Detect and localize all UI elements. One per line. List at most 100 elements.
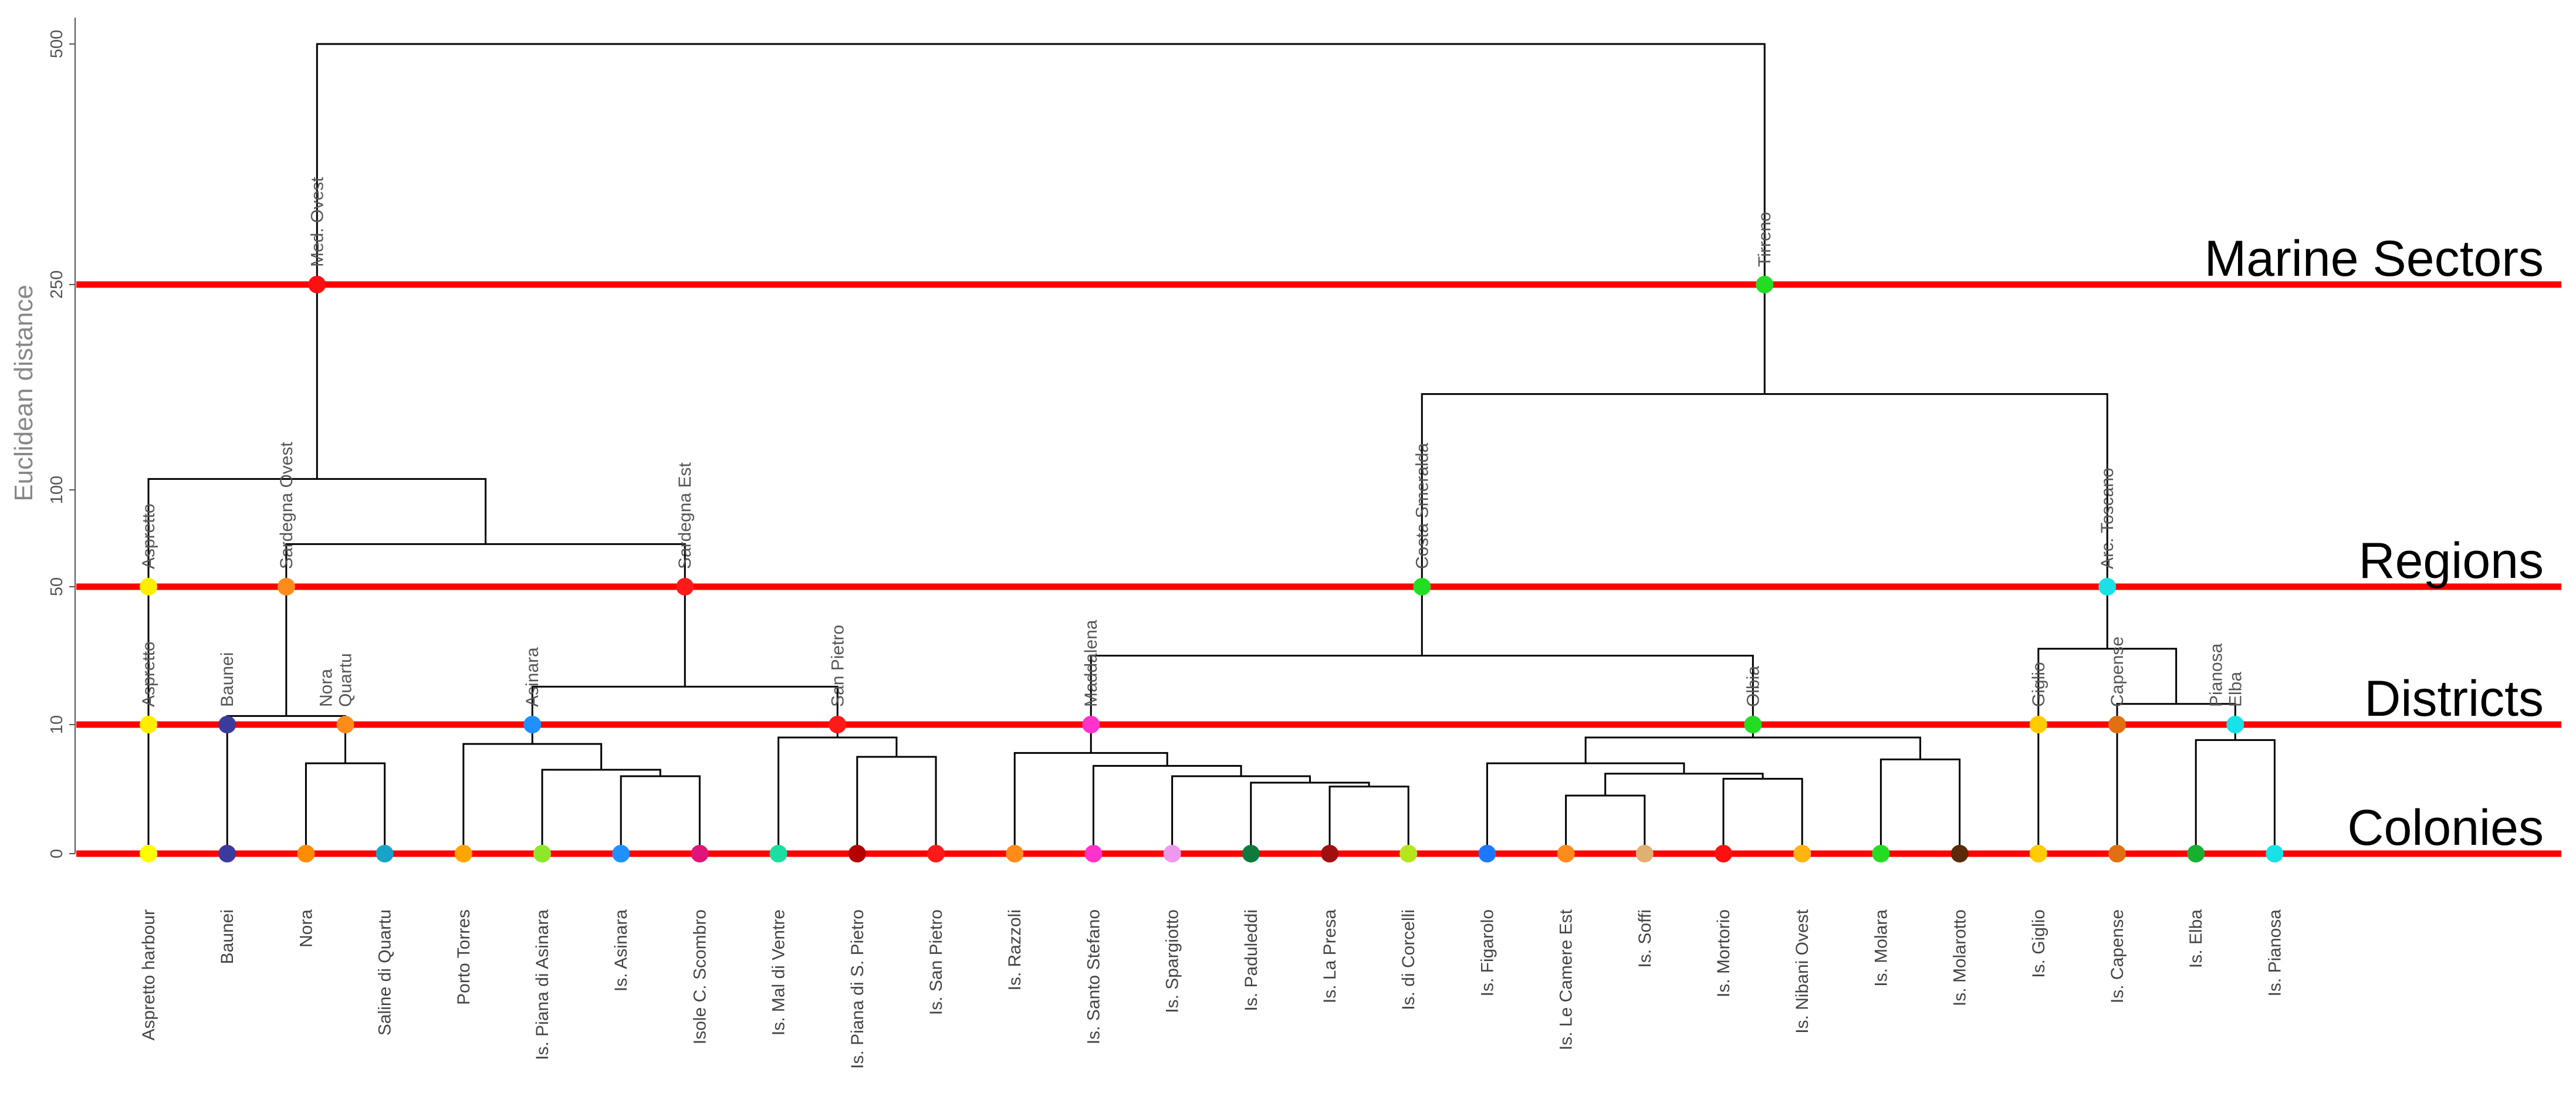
leaf-marker	[297, 845, 315, 862]
dendrogram-branch	[1328, 786, 1409, 854]
y-tick-label: 0	[48, 849, 66, 858]
leaf-marker	[2029, 845, 2047, 862]
leaf-marker	[1478, 845, 1496, 862]
level-name-label: Colonies	[2347, 800, 2544, 856]
dendrogram-branch	[1486, 762, 1685, 854]
group-label: Capense	[2108, 637, 2127, 707]
dendrogram-branch	[856, 756, 937, 854]
group-marker	[336, 716, 354, 733]
group-marker	[829, 716, 847, 733]
leaf-marker	[1084, 845, 1103, 862]
leaf-marker	[1321, 845, 1338, 862]
leaf-marker	[848, 845, 866, 862]
leaf-marker	[1399, 845, 1418, 862]
dendrogram-branch	[305, 762, 386, 854]
leaf-marker	[2266, 845, 2284, 862]
leaf-label: Is. Le Camere Est	[1557, 909, 1576, 1050]
group-label: Aspretto	[139, 641, 158, 707]
leaf-label: Is. Nibani Ovest	[1793, 909, 1812, 1033]
leaf-label: Is. Mal di Ventre	[769, 909, 789, 1036]
group-marker	[676, 578, 694, 596]
group-label: Costa Smeralda	[1412, 443, 1432, 569]
y-tick-label: 250	[48, 270, 66, 299]
group-label: Baunei	[218, 652, 237, 707]
leaf-marker	[533, 845, 551, 862]
leaf-marker	[1715, 845, 1732, 862]
group-marker	[1413, 578, 1431, 596]
group-marker	[277, 578, 295, 596]
group-marker	[140, 716, 157, 733]
leaf-marker	[691, 845, 709, 862]
group-marker	[1756, 276, 1774, 293]
leaf-marker	[140, 845, 157, 862]
group-marker	[2226, 716, 2244, 733]
leaf-label: Is. Giglio	[2029, 909, 2048, 978]
leaf-label: Nora	[296, 909, 316, 948]
group-label: PianosaElba	[2206, 643, 2245, 707]
leaf-marker	[1006, 845, 1024, 862]
dendrogram-branch	[1604, 773, 1764, 796]
leaf-label: Is. Mortorio	[1714, 909, 1733, 997]
dendrogram-branch	[1722, 777, 1803, 854]
group-marker	[523, 716, 542, 733]
dendrogram-branch	[226, 715, 346, 854]
group-marker	[308, 276, 326, 293]
dendrogram-branch	[620, 775, 701, 854]
leaf-label: Is. Razzoli	[1005, 909, 1025, 990]
dendrogram-branches	[147, 43, 2276, 854]
group-label: Asinara	[523, 647, 542, 707]
leaf-label: Is. Paduleddi	[1242, 909, 1261, 1011]
dendrogram-branch	[147, 478, 487, 854]
leaf-marker	[454, 845, 472, 862]
dendrogram-branch	[316, 43, 1766, 479]
leaf-label: Is. Piana di S. Pietro	[848, 909, 867, 1069]
node-markers	[140, 276, 2284, 862]
group-marker	[2108, 716, 2126, 733]
group-label: Olbia	[1743, 666, 1763, 707]
dendrogram-branch	[777, 736, 898, 854]
y-tick-label: 50	[48, 577, 66, 596]
dendrogram-branch	[1090, 655, 1754, 753]
y-axis: 0 10 50 100 250 500	[48, 18, 76, 858]
leaf-label: Is. Asinara	[611, 909, 631, 992]
leaf-marker	[1242, 845, 1260, 862]
dendrogram-branch	[1584, 736, 1921, 763]
group-label: Tirreno	[1755, 212, 1774, 267]
dendrogram-branch	[1421, 393, 2108, 656]
group-marker	[2098, 578, 2117, 596]
leaf-label: Is. La Presa	[1320, 909, 1340, 1003]
dendrogram-branch	[1565, 794, 1646, 854]
leaf-label: Is. Spargiotto	[1163, 909, 1182, 1013]
leaf-marker	[2108, 845, 2126, 862]
leaf-label: Is. Molara	[1871, 909, 1891, 987]
dendrogram-branch	[541, 769, 661, 854]
dendrogram-branch	[1171, 775, 1311, 854]
leaf-label: Baunei	[218, 909, 237, 964]
group-label: Arc. Toscano	[2098, 468, 2117, 569]
leaf-label: Is. Piana di Asinara	[533, 909, 552, 1060]
leaf-label: Is. Soffi	[1635, 909, 1655, 968]
leaf-label: Is. Capense	[2108, 909, 2127, 1003]
leaf-marker	[1557, 845, 1575, 862]
leaf-marker	[769, 845, 787, 862]
group-label: Aspretto	[139, 503, 158, 569]
dendrogram-branch	[531, 685, 839, 744]
group-label: Giglio	[2029, 662, 2048, 707]
group-marker	[2029, 716, 2047, 733]
group-label: Sardegna Ovest	[277, 442, 296, 569]
leaf-label: Porto Torres	[454, 909, 474, 1005]
leaf-marker	[376, 845, 394, 862]
leaf-marker	[1793, 845, 1811, 862]
dendrogram-branch	[1879, 758, 1961, 854]
leaf-label: Is. San Pietro	[927, 909, 946, 1015]
group-marker	[140, 578, 157, 596]
leaf-label: Is. Elba	[2186, 909, 2206, 968]
leaf-marker	[1872, 845, 1890, 862]
dendrogram-branch	[2195, 739, 2276, 854]
leaf-marker	[218, 845, 236, 862]
dendrogram-branch	[1013, 752, 1168, 854]
group-label: Maddalena	[1081, 620, 1101, 707]
group-label: Med. Ovest	[307, 177, 327, 267]
leaf-label: Is. di Corcelli	[1399, 909, 1418, 1010]
